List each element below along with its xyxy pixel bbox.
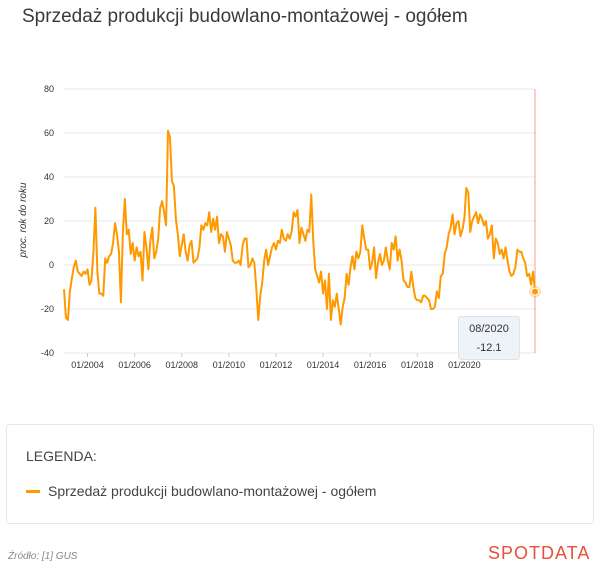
y-tick-label: 80 [44, 84, 54, 94]
tooltip: 08/2020 -12.1 [458, 316, 520, 360]
legend-item[interactable]: Sprzedaż produkcji budowlano-montażowej … [26, 483, 376, 499]
x-tick-label: 01/2008 [165, 360, 198, 370]
x-tick-label: 01/2006 [118, 360, 151, 370]
legend-heading: LEGENDA: [26, 448, 97, 464]
tooltip-date: 08/2020 [469, 323, 509, 335]
y-tick-label: 20 [44, 216, 54, 226]
x-tick-label: 01/2018 [401, 360, 434, 370]
grid [64, 88, 535, 354]
legend-item-label: Sprzedaż produkcji budowlano-montażowej … [48, 483, 377, 499]
y-tick-label: 0 [49, 260, 54, 270]
y-axis-ticks: -40 -20 0 20 40 60 80 [41, 84, 54, 358]
y-tick-label: 40 [44, 172, 54, 182]
brand-logo: SPOTDATA [488, 543, 591, 563]
chart-title: Sprzedaż produkcji budowlano-montażowej … [22, 6, 468, 27]
x-tick-label: 01/2010 [213, 360, 246, 370]
legend-swatch [26, 489, 40, 493]
legend-panel: LEGENDA: Sprzedaż produkcji budowlano-mo… [6, 424, 594, 524]
x-tick-label: 01/2020 [448, 360, 481, 370]
x-tick-label: 01/2004 [71, 360, 104, 370]
source-note: Źródło: [1] GUS [8, 551, 78, 562]
hover-marker[interactable] [531, 287, 539, 296]
y-tick-label: -40 [41, 348, 54, 358]
y-tick-label: -20 [41, 304, 54, 314]
series-line[interactable] [63, 129, 536, 326]
y-axis-label: proc. rok do roku [18, 182, 29, 258]
x-axis-ticks: 01/2004 01/2006 01/2008 01/2010 01/2012 01/20… [71, 353, 481, 370]
tooltip-value: -12.1 [476, 342, 502, 354]
x-tick-label: 01/2012 [260, 360, 293, 370]
x-tick-label: 01/2016 [354, 360, 387, 370]
x-tick-label: 01/2014 [307, 360, 340, 370]
y-tick-label: 60 [44, 128, 54, 138]
